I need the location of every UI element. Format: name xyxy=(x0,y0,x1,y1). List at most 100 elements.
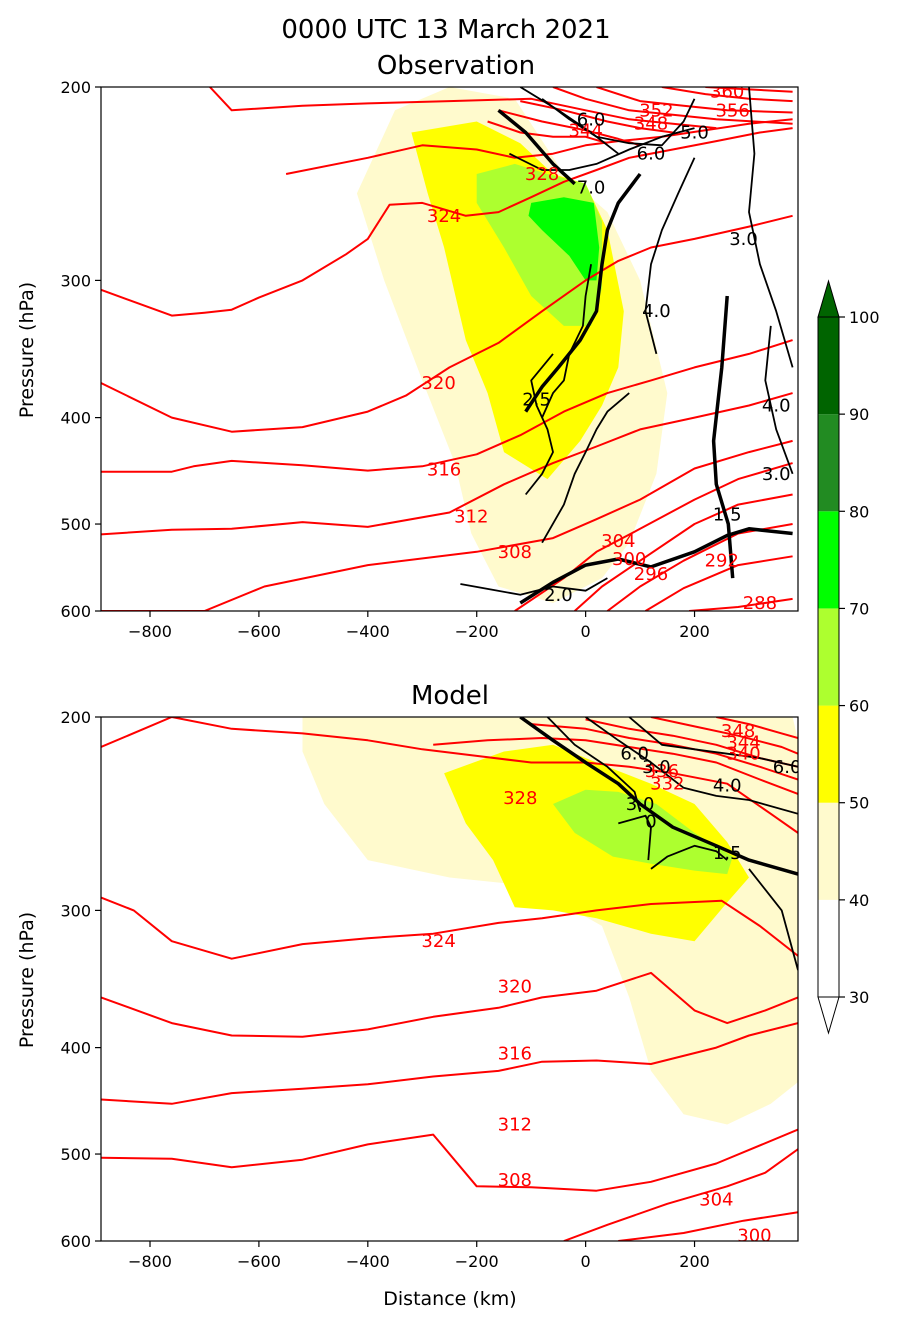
observation-contour-label: 2.5 xyxy=(522,389,551,410)
observation-wind-contour-4-0 xyxy=(764,325,794,475)
observation-theta-contour-352 xyxy=(596,87,793,114)
observation-theta-contour-340 xyxy=(520,100,673,134)
colorbar-segment-80 xyxy=(818,414,839,512)
observation-contour-label: 328 xyxy=(525,164,559,185)
model-theta-contour-348 xyxy=(716,717,798,739)
observation-theta-contour-332 xyxy=(487,120,608,145)
observation-contour-label: 296 xyxy=(634,564,668,585)
observation-theta-contour-344 xyxy=(209,87,717,130)
model-theta-contour-300 xyxy=(618,1211,798,1241)
observation-theta-contour-328 xyxy=(285,118,793,175)
model-contour-label: 4.0 xyxy=(713,776,742,797)
model-contour-label: 336 xyxy=(645,761,679,782)
observation-contour-label: 304 xyxy=(601,531,635,552)
observation-wind-contour-2-0 xyxy=(460,577,608,596)
observation-wind-contour-1-5 xyxy=(519,527,793,605)
observation-theta-contour-316 xyxy=(101,339,793,473)
observation-theta-contour-348 xyxy=(552,87,793,125)
model-contour-label: 340 xyxy=(726,744,760,765)
colorbar-segment-90 xyxy=(818,317,839,415)
model-x-tick-label: −400 xyxy=(346,1252,390,1271)
model-contour-label: 3.0 xyxy=(642,757,671,778)
observation-contour-label: 6.0 xyxy=(577,109,606,130)
observation-x-tick-label: −800 xyxy=(128,622,172,641)
observation-x-tick-label: −600 xyxy=(237,622,281,641)
observation-axes-frame xyxy=(100,86,799,612)
model-contour-label: 344 xyxy=(726,733,760,754)
model-theta-contour-308 xyxy=(101,1128,798,1192)
observation-y-axis-label: Pressure (hPa) xyxy=(16,282,38,418)
colorbar-extend-min-triangle xyxy=(817,996,840,1035)
colorbar: 30 40 50 60 70 80 90 100 xyxy=(817,279,880,1035)
observation-contour-label: 352 xyxy=(639,100,673,121)
observation-y-tick-label: 300 xyxy=(60,271,91,290)
colorbar-extend-max-triangle xyxy=(817,279,840,318)
observation-contour-label: 2.0 xyxy=(544,585,573,606)
colorbar-segment-30 xyxy=(818,899,839,997)
colorbar-tick-label: 70 xyxy=(849,599,869,618)
observation-wind-contour-4-0 xyxy=(644,157,696,355)
observation-y-tick-label: 400 xyxy=(60,409,91,428)
model-contour-label: 0 xyxy=(645,812,656,833)
observation-contour-label: 3.0 xyxy=(729,229,758,250)
observation-contour-label: 344 xyxy=(568,120,602,141)
observation-wind-contour-1-5 xyxy=(711,295,735,579)
observation-theta-contour-288 xyxy=(689,597,793,611)
observation-contour-label: 7.0 xyxy=(577,178,606,199)
observation-wind-contour-1-5 xyxy=(524,172,642,413)
observation-contour-label: 360 xyxy=(710,82,744,103)
model-contour-label: 328 xyxy=(503,788,537,809)
observation-fill-70 xyxy=(528,197,600,281)
model-theta-contour-320 xyxy=(101,896,798,960)
model-x-tick-label: −200 xyxy=(455,1252,499,1271)
model-theta-contour-312 xyxy=(101,1022,798,1105)
colorbar-segment-50 xyxy=(818,705,839,803)
model-contour-label: 304 xyxy=(699,1189,733,1210)
observation-theta-contour-324 xyxy=(101,127,793,317)
model-theta-contour-344 xyxy=(650,717,798,755)
colorbar-tick-label: 40 xyxy=(849,891,869,910)
observation-contour-label: 4.0 xyxy=(642,301,671,322)
observation-contour-label: 316 xyxy=(427,460,461,481)
observation-wind-contour-6-0 xyxy=(519,87,619,155)
observation-contour-label: 308 xyxy=(498,542,532,563)
observation-contour-label: 1.5 xyxy=(713,504,742,525)
model-contour-label: 348 xyxy=(721,721,755,742)
observation-contour-label: 348 xyxy=(634,114,668,135)
observation-wind-contour-3-0 xyxy=(748,87,794,368)
colorbar-tick-label: 90 xyxy=(849,405,869,424)
observation-contour-label: 324 xyxy=(427,206,461,227)
model-contour-label: 6.0 xyxy=(773,757,802,778)
observation-wind-contour-2-0 xyxy=(541,392,630,544)
model-contour-label: 1.5 xyxy=(713,843,742,864)
model-wind-contour-3-0 xyxy=(546,717,641,813)
observation-wind-contour-5-0 xyxy=(541,98,696,147)
observation-panel-title: Observation xyxy=(377,51,535,81)
colorbar-segment-60 xyxy=(818,608,839,706)
model-wind-contour-1-5 xyxy=(650,844,728,870)
model-contour-label: 316 xyxy=(498,1044,532,1065)
model-theta-contour-324 xyxy=(101,717,798,834)
observation-x-tick-label: −200 xyxy=(455,622,499,641)
observation-contour-label: 292 xyxy=(705,551,739,572)
model-y-tick-label: 300 xyxy=(60,901,91,920)
observation-y-tick-label: 200 xyxy=(60,78,91,97)
model-y-tick-label: 200 xyxy=(60,708,91,727)
observation-contour-label: 3.0 xyxy=(762,464,791,485)
model-x-tick-label: −800 xyxy=(128,1252,172,1271)
model-theta-contour-332 xyxy=(531,723,798,781)
observation-contour-label: 5.0 xyxy=(680,122,709,143)
model-theta-contour-316 xyxy=(101,971,798,1038)
observation-contour-label: 356 xyxy=(715,100,749,121)
observation-x-tick-label: −400 xyxy=(346,622,390,641)
observation-wind-contour-2-5 xyxy=(541,264,592,418)
model-contour-label: 3.0 xyxy=(626,794,655,815)
model-panel: Model Pressure (hPa) Distance (km) 34834… xyxy=(16,681,802,1310)
model-contour-label: 300 xyxy=(737,1225,771,1246)
model-contour-label: 6.0 xyxy=(620,744,649,765)
model-contour-label: 324 xyxy=(421,931,455,952)
model-x-tick-label: 200 xyxy=(679,1252,710,1271)
